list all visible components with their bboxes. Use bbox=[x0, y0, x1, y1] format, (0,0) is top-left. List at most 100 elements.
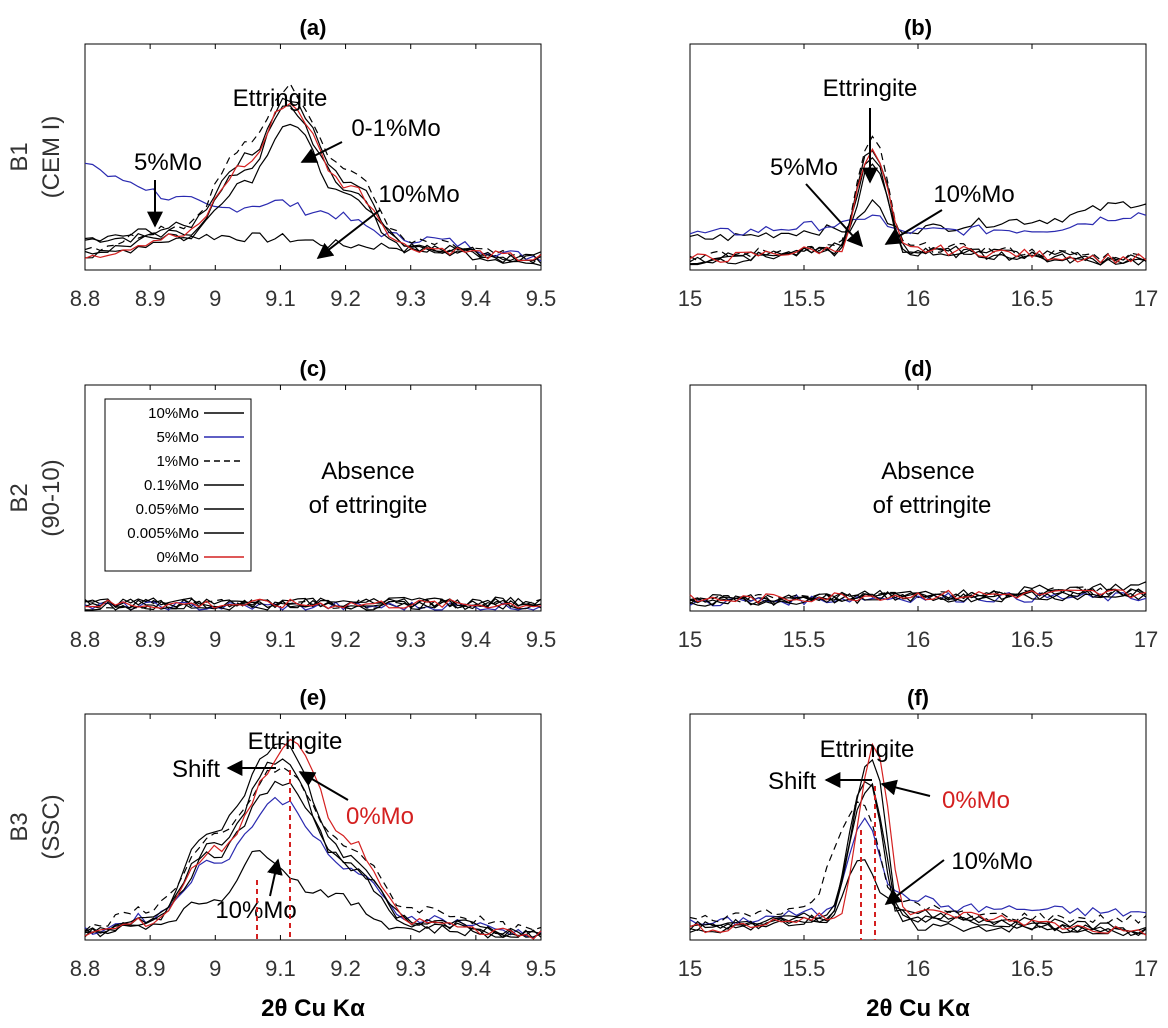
x-tick-label: 8.9 bbox=[135, 956, 166, 981]
row-label-b2: B2 bbox=[6, 483, 33, 512]
x-tick-label: 16 bbox=[906, 627, 930, 652]
legend-label: 0.05%Mo bbox=[136, 501, 199, 518]
annotation-e-shift: Shift bbox=[172, 756, 220, 783]
series-line-c-0mo bbox=[84, 598, 542, 610]
x-tick-label: 17 bbox=[1134, 627, 1158, 652]
x-tick-label: 9.3 bbox=[395, 627, 426, 652]
annotation-c-absence: Absence bbox=[321, 458, 414, 485]
row-label-b1: B1 bbox=[6, 142, 33, 171]
x-tick-label: 15.5 bbox=[783, 286, 826, 311]
x-tick-label: 16.5 bbox=[1011, 627, 1054, 652]
x-tick-label: 8.8 bbox=[70, 956, 101, 981]
series-line-b-10mo bbox=[689, 198, 1147, 242]
x-tick-label: 9.2 bbox=[330, 627, 361, 652]
panel-a-title: (a) bbox=[300, 15, 327, 40]
annotation-a-5mo: 5%Mo bbox=[134, 149, 202, 176]
x-tick-label: 15 bbox=[678, 956, 702, 981]
annotation-f-ettringite: Ettringite bbox=[820, 736, 915, 763]
annotation-a-ettringite: Ettringite bbox=[233, 85, 328, 112]
x-tick-label: 15 bbox=[678, 627, 702, 652]
x-tick-label: 16 bbox=[906, 286, 930, 311]
annotation-a-0-1mo: 0-1%Mo bbox=[351, 115, 440, 142]
arrow-a-0-1mo bbox=[300, 141, 343, 163]
series-line-c-005mo bbox=[84, 596, 542, 610]
series-line-d-0mo bbox=[689, 589, 1147, 604]
x-tick-label: 9.4 bbox=[461, 286, 492, 311]
x-tick-label: 9.3 bbox=[395, 286, 426, 311]
arrow-b-5mo bbox=[805, 183, 864, 248]
annotation-f-shift: Shift bbox=[768, 768, 816, 795]
series-line-d-1mo bbox=[689, 586, 1147, 605]
annotation-d-ettringite: of ettringite bbox=[873, 492, 992, 519]
x-tick-label: 9.2 bbox=[330, 286, 361, 311]
x-axis-label-right: 2θ Cu Kα bbox=[866, 995, 970, 1022]
annotation-e-ettringite: Ettringite bbox=[248, 728, 343, 755]
series-line-e-005mo bbox=[84, 742, 542, 939]
x-tick-label: 9 bbox=[209, 627, 221, 652]
series-line-f-5mo bbox=[689, 817, 1147, 926]
row-label-b3-sub: (SSC) bbox=[38, 794, 65, 859]
legend-label: 5%Mo bbox=[156, 429, 199, 446]
legend-label: 1%Mo bbox=[156, 453, 199, 470]
x-axis-label-left: 2θ Cu Kα bbox=[261, 995, 365, 1022]
series-line-e-0005mo bbox=[84, 758, 542, 938]
x-tick-label: 9.1 bbox=[265, 286, 296, 311]
x-tick-label: 9.4 bbox=[461, 627, 492, 652]
panel-a-frame bbox=[84, 43, 542, 271]
series-line-a-01mo bbox=[84, 97, 542, 264]
x-tick-label: 16.5 bbox=[1011, 286, 1054, 311]
arrow-a-10mo bbox=[316, 209, 381, 259]
arrow-e-0mo bbox=[298, 771, 349, 801]
x-tick-label: 15.5 bbox=[783, 627, 826, 652]
legend-label: 0.1%Mo bbox=[144, 477, 199, 494]
series-line-e-10mo bbox=[84, 849, 542, 940]
annotation-b-10mo: 10%Mo bbox=[933, 181, 1014, 208]
x-tick-label: 15.5 bbox=[783, 956, 826, 981]
x-tick-label: 17 bbox=[1134, 286, 1158, 311]
x-tick-label: 8.8 bbox=[70, 627, 101, 652]
row-label-b2-sub: (90-10) bbox=[38, 459, 65, 536]
arrow-f-10mo bbox=[884, 859, 945, 905]
panel-e-frame bbox=[84, 713, 542, 941]
x-tick-label: 9.5 bbox=[526, 286, 557, 311]
series-line-b-5mo bbox=[689, 212, 1147, 236]
panel-c-frame bbox=[84, 384, 542, 612]
series-line-b-005mo bbox=[690, 156, 1147, 266]
legend-label: 0%Mo bbox=[156, 549, 199, 566]
series-line-d-10mo bbox=[689, 581, 1147, 603]
arrow-e-10mo bbox=[267, 858, 283, 897]
series-line-a-0mo bbox=[84, 102, 542, 262]
series-line-e-0mo bbox=[84, 738, 542, 940]
legend-label: 0.005%Mo bbox=[127, 525, 199, 542]
series-line-f-0mo bbox=[689, 742, 1147, 936]
series-line-f-1mo bbox=[689, 801, 1147, 924]
x-tick-label: 9.5 bbox=[526, 627, 557, 652]
series-line-c-0005mo bbox=[85, 598, 542, 611]
panel-f-frame bbox=[689, 713, 1147, 941]
panel-b-title: (b) bbox=[904, 15, 932, 40]
legend: 10%Mo 5%Mo 1%Mo 0.1%Mo 0.05%Mo 0.005%Mo 0%Mo bbox=[127, 405, 244, 566]
x-tick-label: 9.2 bbox=[330, 956, 361, 981]
x-tick-label: 9.4 bbox=[461, 956, 492, 981]
series-line-b-0mo bbox=[689, 147, 1147, 264]
x-tick-label: 8.9 bbox=[135, 286, 166, 311]
annotation-a-10mo: 10%Mo bbox=[378, 181, 459, 208]
row-label-b1-sub: (CEM I) bbox=[38, 116, 65, 199]
panel-c-title: (c) bbox=[300, 356, 327, 381]
x-tick-label: 15 bbox=[678, 286, 702, 311]
series-layer bbox=[84, 82, 1147, 940]
annotation-e-0mo: 0%Mo bbox=[346, 803, 414, 830]
series-line-e-1mo bbox=[84, 766, 542, 934]
row-label-b3: B3 bbox=[6, 812, 33, 841]
x-tick-label: 9 bbox=[209, 286, 221, 311]
panel-f-title: (f) bbox=[907, 685, 929, 710]
x-tick-label: 9 bbox=[209, 956, 221, 981]
series-line-b-0005mo bbox=[689, 163, 1147, 266]
series-line-a-005mo bbox=[84, 105, 542, 267]
annotation-d-absence: Absence bbox=[881, 458, 974, 485]
x-tick-label: 9.5 bbox=[526, 956, 557, 981]
x-tick-label: 8.8 bbox=[70, 286, 101, 311]
annotation-b-5mo: 5%Mo bbox=[770, 154, 838, 181]
panel-e-title: (e) bbox=[300, 685, 327, 710]
